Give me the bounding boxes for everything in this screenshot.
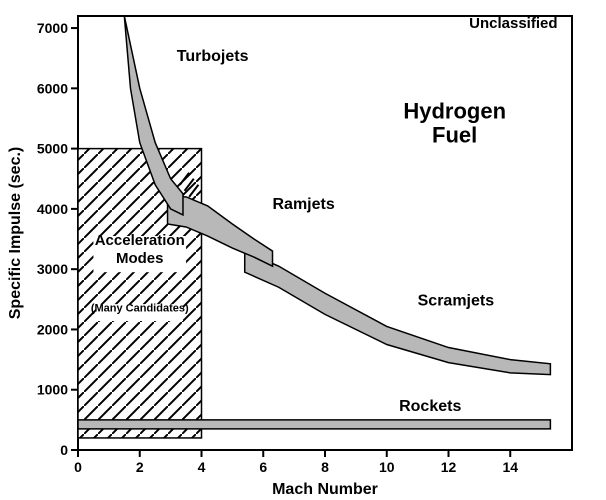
hydrogen-label-1: Hydrogen: [403, 98, 506, 123]
x-axis-label: Mach Number: [272, 481, 378, 498]
x-tick-label: 10: [379, 459, 395, 475]
hydrogen-label-2: Fuel: [432, 123, 477, 148]
y-tick-label: 5000: [37, 141, 68, 157]
rockets-band: [78, 420, 550, 429]
acceleration-modes-region: [78, 149, 202, 438]
x-tick-label: 8: [321, 459, 329, 475]
chart-container: 0 2 4 6 8 10 12 14 0 1000 2000 3000 4000 5000 6000 7000…: [0, 0, 606, 500]
x-tick-label: 6: [259, 459, 267, 475]
y-tick-label: 2000: [37, 321, 68, 337]
y-tick-label: 6000: [37, 80, 68, 96]
turbojets-label: Turbojets: [177, 48, 249, 65]
x-tick-label: 14: [502, 459, 518, 475]
x-tick-label: 4: [198, 459, 206, 475]
x-tick-label: 0: [74, 459, 82, 475]
y-axis-label: Specific Impulse (sec.): [7, 147, 24, 320]
acc-label-1: Acceleration: [95, 232, 185, 249]
y-tick-label: 4000: [37, 201, 68, 217]
ramjets-label: Ramjets: [273, 196, 335, 213]
acc-label-2: Modes: [116, 250, 164, 267]
x-tick-label: 12: [441, 459, 457, 475]
propulsion-chart: 0 2 4 6 8 10 12 14 0 1000 2000 3000 4000 5000 6000 7000…: [0, 0, 606, 500]
acc-sublabel: (Many Candidates): [91, 302, 189, 314]
scramjets-label: Scramjets: [418, 292, 495, 309]
y-tick-label: 3000: [37, 261, 68, 277]
x-tick-label: 2: [136, 459, 144, 475]
y-tick-label: 7000: [37, 20, 68, 36]
unclassified-label: Unclassified: [469, 15, 557, 32]
rockets-label: Rockets: [399, 398, 461, 415]
y-tick-label: 1000: [37, 382, 68, 398]
y-tick-label: 0: [60, 442, 68, 458]
